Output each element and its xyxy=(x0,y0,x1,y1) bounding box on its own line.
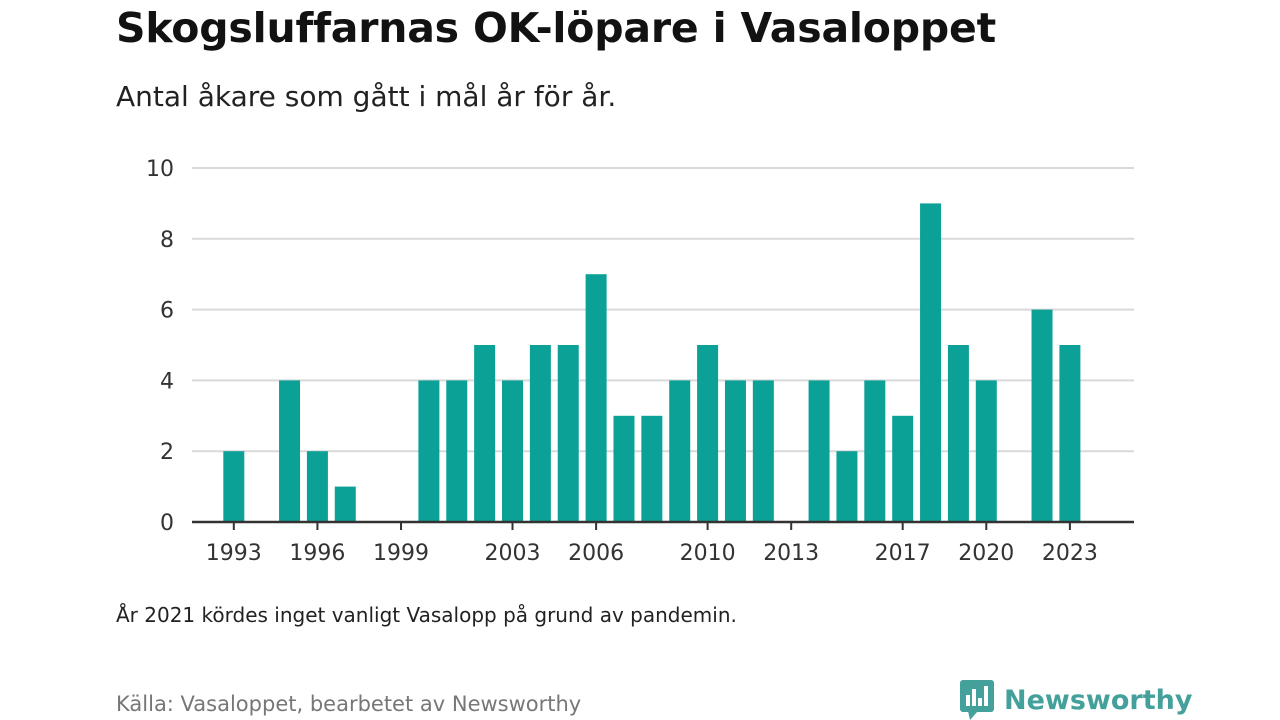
y-axis-labels: 0 2 4 6 8 10 xyxy=(146,157,174,536)
bar-2018 xyxy=(920,203,942,522)
y-tick-label-0: 0 xyxy=(160,511,174,536)
brand-name: Newsworthy xyxy=(1004,684,1193,716)
bar-2015 xyxy=(836,451,858,522)
bar-2010 xyxy=(697,345,719,522)
x-tick-label-1999: 1999 xyxy=(373,541,429,566)
bar-2007 xyxy=(613,415,635,522)
y-tick-label-2: 2 xyxy=(160,440,174,465)
bar-2002 xyxy=(474,345,496,522)
bar-1995 xyxy=(279,380,301,522)
bar-2023 xyxy=(1059,345,1081,522)
y-tick-label-4: 4 xyxy=(160,369,174,394)
bar-2019 xyxy=(947,345,969,522)
x-tick-label-2023: 2023 xyxy=(1042,541,1098,566)
bar-2022 xyxy=(1031,309,1053,522)
bar-2014 xyxy=(808,380,830,522)
x-tick-label-2010: 2010 xyxy=(680,541,736,566)
brand-logo: Newsworthy xyxy=(960,680,1192,720)
x-tick-label-2017: 2017 xyxy=(875,541,931,566)
y-tick-label-10: 10 xyxy=(146,157,174,182)
x-tick-label-2020: 2020 xyxy=(958,541,1014,566)
x-tick-label-2013: 2013 xyxy=(763,541,819,566)
chart-subtitle: Antal åkare som gått i mål år för år. xyxy=(116,80,617,113)
y-tick-label-6: 6 xyxy=(160,299,174,324)
x-axis xyxy=(192,520,1134,530)
y-tick-label-8: 8 xyxy=(160,228,174,253)
bar-2000 xyxy=(418,380,440,522)
bar-2001 xyxy=(446,380,468,522)
bar-1997 xyxy=(334,486,356,522)
x-tick-label-2006: 2006 xyxy=(568,541,624,566)
bar-2006 xyxy=(585,274,607,522)
x-tick-label-2003: 2003 xyxy=(485,541,541,566)
bar-2011 xyxy=(724,380,746,522)
bar-2005 xyxy=(557,345,579,522)
bar-2008 xyxy=(641,415,663,522)
chart-title: Skogsluffarnas OK-löpare i Vasaloppet xyxy=(116,4,997,52)
bar-2020 xyxy=(975,380,997,522)
bar-1996 xyxy=(306,451,328,522)
x-tick-label-1996: 1996 xyxy=(289,541,345,566)
bar-1993 xyxy=(223,451,245,522)
bar-2012 xyxy=(752,380,774,522)
bar-2004 xyxy=(529,345,551,522)
bar-2003 xyxy=(502,380,524,522)
newsworthy-logo-icon xyxy=(960,680,994,720)
source-credit: Källa: Vasaloppet, bearbetet av Newswort… xyxy=(116,692,582,716)
x-tick-label-1993: 1993 xyxy=(206,541,262,566)
bars xyxy=(223,203,1081,522)
bar-2017 xyxy=(892,415,914,522)
bar-chart: 0 2 4 6 8 10 1993 1996 1999 2003 2006 2010 2013 2017… xyxy=(146,157,1134,566)
bar-2009 xyxy=(669,380,691,522)
bar-2016 xyxy=(864,380,886,522)
chart-footnote: År 2021 kördes inget vanligt Vasalopp på… xyxy=(116,603,737,627)
x-axis-labels: 1993 1996 1999 2003 2006 2010 2013 2017 2020 2023 xyxy=(206,541,1098,566)
